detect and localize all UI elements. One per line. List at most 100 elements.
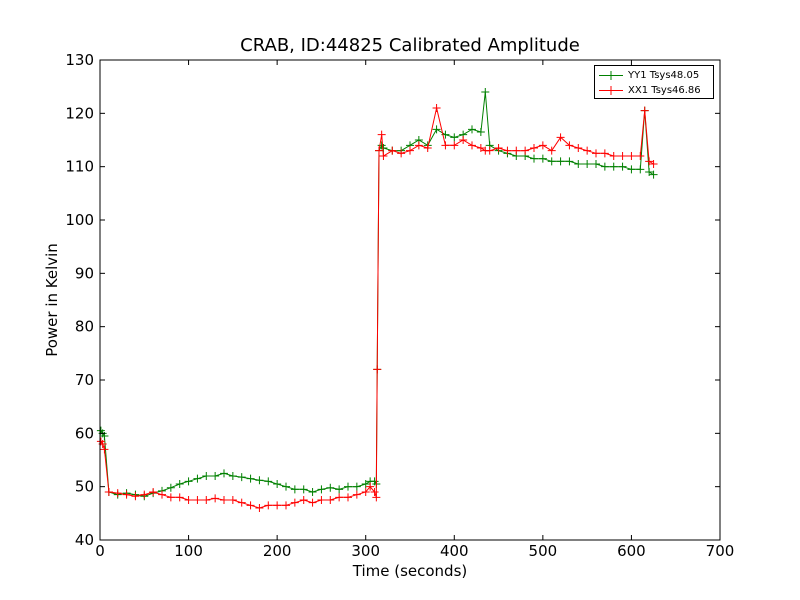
data-point (175, 480, 184, 488)
data-point (521, 146, 530, 155)
data-point (282, 501, 290, 510)
data-point (377, 130, 386, 139)
legend-item-xx1: XX1 Tsys46.86 (595, 83, 713, 98)
legend-label-xx1: XX1 Tsys46.86 (628, 85, 701, 96)
data-point (255, 476, 264, 485)
data-point (149, 488, 158, 496)
y-tick-label: 50 (75, 478, 94, 496)
data-point (640, 106, 649, 115)
data-point (592, 149, 600, 158)
data-point (220, 496, 228, 504)
y-tick-label: 80 (75, 318, 94, 336)
data-point (317, 485, 326, 494)
data-point (299, 496, 308, 504)
data-point (326, 483, 335, 492)
data-point (228, 496, 237, 504)
data-point (184, 496, 193, 504)
legend-swatch-xx1 (599, 86, 623, 95)
x-tick-label: 700 (706, 542, 735, 560)
data-point (375, 146, 383, 155)
data-point (547, 157, 556, 166)
data-point (282, 482, 290, 491)
x-tick-label: 200 (263, 542, 292, 560)
data-point (600, 149, 609, 158)
data-point (547, 146, 556, 155)
data-point (211, 472, 220, 480)
y-tick-label: 70 (75, 371, 94, 389)
data-point (414, 141, 423, 150)
series-1 (96, 104, 658, 512)
data-point (432, 104, 441, 112)
y-tick-label: 130 (65, 51, 94, 69)
data-point (361, 480, 370, 488)
data-point (565, 157, 574, 166)
data-point (370, 488, 379, 496)
data-point (459, 136, 468, 144)
data-point (193, 474, 202, 483)
data-point (140, 490, 149, 499)
data-point (335, 485, 344, 494)
data-point (423, 144, 432, 152)
data-point (627, 165, 636, 174)
data-point (166, 493, 175, 502)
data-point (636, 152, 645, 160)
data-point (175, 493, 184, 502)
data-point (512, 146, 521, 155)
data-point (468, 125, 476, 134)
data-point (574, 144, 583, 152)
data-point (388, 146, 397, 155)
data-point (476, 128, 485, 136)
data-point (317, 496, 326, 504)
data-point (574, 160, 583, 168)
data-point (290, 485, 299, 494)
x-tick-label: 400 (440, 542, 469, 560)
y-tick-label: 100 (65, 211, 94, 229)
data-point (100, 445, 109, 454)
data-point (131, 492, 140, 501)
data-point (193, 496, 202, 504)
data-point (184, 477, 193, 486)
x-tick-label: 300 (351, 542, 380, 560)
series-layer (96, 88, 658, 512)
data-point (636, 165, 645, 174)
data-point (113, 489, 122, 498)
x-tick-label: 100 (174, 542, 203, 560)
data-point (468, 141, 476, 150)
data-point (379, 152, 388, 160)
data-point (308, 488, 317, 496)
legend: YY1 Tsys48.05 XX1 Tsys46.86 (594, 65, 714, 99)
data-point (565, 141, 574, 150)
data-point (104, 488, 113, 496)
data-point (609, 152, 618, 160)
data-point (530, 154, 538, 163)
data-point (299, 485, 308, 494)
data-point (645, 157, 654, 166)
data-point (352, 490, 361, 499)
data-point (485, 146, 494, 155)
data-point (255, 504, 264, 512)
data-point (649, 160, 658, 168)
data-point (538, 154, 547, 163)
data-point (476, 144, 485, 152)
data-point (494, 144, 503, 152)
data-point (273, 501, 282, 510)
data-point (481, 88, 490, 96)
data-point (122, 490, 131, 499)
data-point (246, 501, 255, 510)
data-point (583, 160, 592, 168)
y-tick-label: 90 (75, 264, 94, 282)
data-point (361, 488, 370, 496)
y-axis-label: Power in Kelvin (43, 243, 61, 357)
data-point (202, 496, 211, 504)
y-tick-label: 110 (65, 158, 94, 176)
data-point (600, 162, 609, 171)
data-point (335, 493, 344, 502)
data-point (397, 149, 406, 158)
data-point (441, 141, 450, 150)
data-point (450, 141, 459, 150)
data-point (503, 146, 512, 155)
chart-title: CRAB, ID:44825 Calibrated Amplitude (240, 35, 580, 56)
data-point (308, 498, 317, 507)
data-point (583, 146, 592, 155)
